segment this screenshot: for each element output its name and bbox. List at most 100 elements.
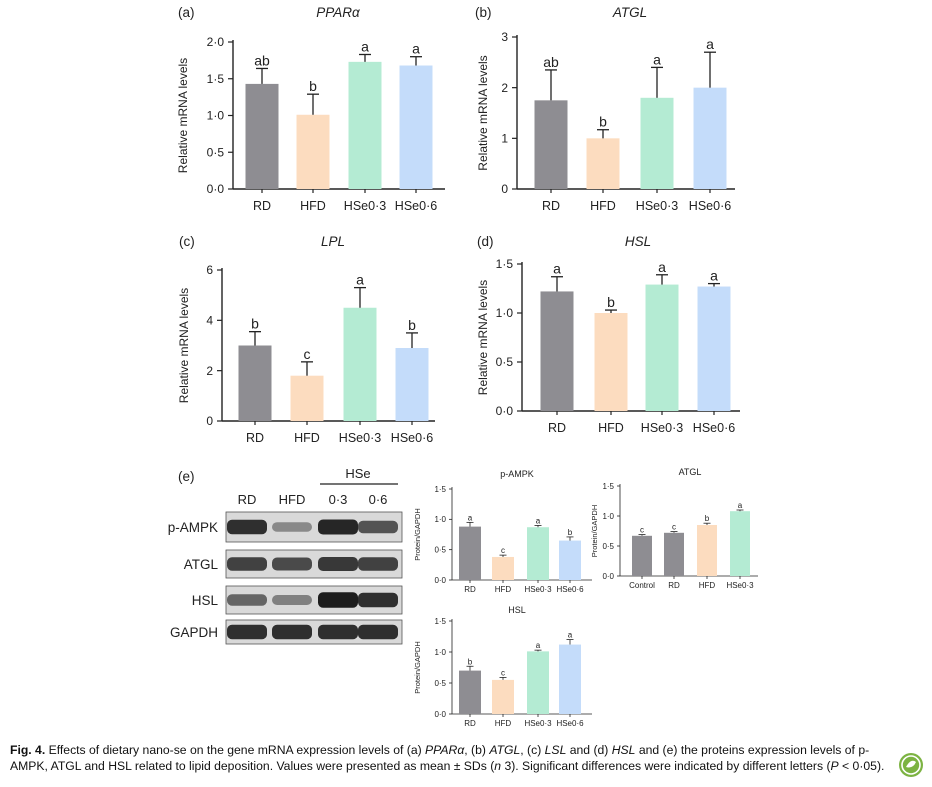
panel-label: (d) bbox=[477, 234, 494, 249]
significance-letter: c bbox=[501, 668, 505, 677]
chart-1: (a) PPARα Relative mRNA levels 0·0 0·5 1·0 1·5… bbox=[176, 5, 445, 213]
y-tick-label: 0·0 bbox=[496, 404, 514, 418]
bar-HFD bbox=[697, 525, 717, 576]
y-tick-label: 3 bbox=[501, 30, 508, 44]
significance-letter: a bbox=[536, 516, 541, 525]
caption-text-7: < 0·05). bbox=[838, 759, 885, 773]
bar-HSe0·6 bbox=[559, 644, 581, 714]
figure-canvas: (a) PPARα Relative mRNA levels 0·0 0·5 1·0 1·5… bbox=[168, 5, 758, 728]
bar-HSe0·3 bbox=[348, 61, 382, 189]
x-tick-label: HSe0·6 bbox=[556, 585, 584, 594]
x-tick-label: HSe0·6 bbox=[689, 199, 731, 213]
caption-fig-label: Fig. 4. bbox=[10, 743, 46, 757]
chart-6: ATGL Protein/GAPDH 0·0 0·5 1·0 1·5 c Control c RD… bbox=[590, 467, 758, 590]
blot-band bbox=[318, 557, 358, 571]
x-tick-label: HFD bbox=[495, 719, 512, 728]
significance-letter: b bbox=[251, 316, 259, 332]
y-tick-label: 1·0 bbox=[496, 306, 514, 320]
bar-HSe0·3 bbox=[527, 651, 549, 714]
significance-letter: a bbox=[568, 631, 573, 640]
y-tick-label: 0·5 bbox=[434, 679, 446, 688]
y-axis-label: Relative mRNA levels bbox=[476, 280, 490, 395]
chart-title: HSL bbox=[508, 605, 526, 615]
chart-title: PPARα bbox=[316, 5, 361, 20]
journal-logo-icon[interactable] bbox=[898, 752, 924, 778]
bar-HSe0·3 bbox=[527, 527, 549, 580]
bar-RD bbox=[459, 526, 481, 580]
significance-letter: b bbox=[408, 317, 416, 333]
blot-band bbox=[358, 592, 398, 608]
chart-title: ATGL bbox=[612, 5, 647, 20]
bar-HSe0·3 bbox=[730, 511, 750, 576]
caption-n: n bbox=[494, 759, 502, 773]
bar-HFD bbox=[492, 556, 514, 580]
bar-HSe0·6 bbox=[395, 348, 429, 421]
blot-band bbox=[272, 522, 312, 532]
y-tick-label: 1·5 bbox=[602, 482, 614, 491]
blot-band bbox=[272, 557, 312, 571]
significance-letter: c bbox=[672, 523, 676, 532]
x-tick-label: HFD bbox=[495, 585, 512, 594]
y-tick-label: 1·0 bbox=[434, 515, 446, 524]
y-tick-label: 1·5 bbox=[496, 257, 514, 271]
x-tick-label: HSe0·6 bbox=[395, 199, 437, 213]
x-tick-label: HSe0·6 bbox=[693, 421, 735, 435]
x-tick-label: HSe0·6 bbox=[391, 431, 433, 445]
x-tick-label: HSe0·3 bbox=[636, 199, 678, 213]
y-tick-label: 1 bbox=[501, 132, 508, 146]
blot-row-label: GAPDH bbox=[170, 625, 218, 640]
significance-letter: b bbox=[468, 657, 473, 666]
y-tick-label: 0·5 bbox=[602, 542, 614, 551]
chart-title: ATGL bbox=[679, 467, 702, 477]
x-tick-label: HFD bbox=[699, 581, 716, 590]
y-tick-label: 0 bbox=[501, 182, 508, 196]
x-tick-label: HFD bbox=[598, 421, 624, 435]
bar-HFD bbox=[586, 138, 620, 189]
lane-label: HFD bbox=[279, 492, 306, 507]
significance-letter: c bbox=[640, 526, 644, 535]
bar-HSe0·3 bbox=[343, 307, 377, 421]
x-tick-label: HSe0·3 bbox=[726, 581, 754, 590]
bar-HSe0·6 bbox=[693, 87, 727, 189]
x-tick-label: HSe0·3 bbox=[524, 719, 552, 728]
x-tick-label: RD bbox=[253, 199, 271, 213]
y-tick-label: 0·0 bbox=[434, 710, 446, 719]
y-tick-label: 2 bbox=[501, 81, 508, 95]
lane-label: 0·3 bbox=[329, 492, 348, 507]
significance-letter: a bbox=[658, 259, 666, 275]
blot-row-label: HSL bbox=[192, 593, 219, 608]
x-tick-label: HSe0·6 bbox=[556, 719, 584, 728]
blot-row-label: ATGL bbox=[184, 557, 219, 572]
x-tick-label: HSe0·3 bbox=[641, 421, 683, 435]
caption-gene-2: ATGL bbox=[489, 743, 521, 757]
caption-text-5: and (e) the proteins expression levels o… bbox=[10, 743, 870, 773]
y-tick-label: 6 bbox=[206, 263, 213, 277]
panel-label: (c) bbox=[179, 234, 195, 249]
blot-band bbox=[358, 624, 398, 640]
x-tick-label: RD bbox=[464, 719, 476, 728]
bar-Control bbox=[632, 535, 652, 576]
x-tick-label: Control bbox=[629, 581, 655, 590]
bar-HSe0·6 bbox=[697, 286, 731, 411]
bar-HFD bbox=[594, 313, 628, 411]
blot-band bbox=[358, 557, 398, 571]
x-tick-label: HSe0·3 bbox=[339, 431, 381, 445]
caption-text-6: 3). Significant differences were indicat… bbox=[501, 759, 831, 773]
bar-HFD bbox=[296, 114, 330, 189]
figure-caption: Fig. 4. Effects of dietary nano-se on th… bbox=[10, 742, 900, 774]
chart-5: p-AMPK Protein/GAPDH 0·0 0·5 1·0 1·5 a RD c HFD a H… bbox=[413, 469, 592, 594]
chart-2: (b) ATGL Relative mRNA levels 0 1 2 3 ab RD b HFD a… bbox=[475, 5, 735, 213]
bar-RD bbox=[459, 670, 481, 714]
panel-label: (a) bbox=[178, 5, 195, 20]
significance-letter: a bbox=[536, 641, 541, 650]
bar-RD bbox=[534, 100, 568, 189]
y-tick-label: 1·5 bbox=[207, 72, 225, 86]
y-tick-label: 0 bbox=[206, 414, 213, 428]
x-tick-label: RD bbox=[542, 199, 560, 213]
y-tick-label: 0·5 bbox=[434, 545, 446, 554]
bar-HSe0·6 bbox=[399, 65, 433, 189]
chart-title: HSL bbox=[625, 234, 651, 249]
significance-letter: ab bbox=[543, 54, 559, 70]
bar-RD bbox=[238, 345, 272, 421]
significance-letter: a bbox=[710, 268, 718, 284]
